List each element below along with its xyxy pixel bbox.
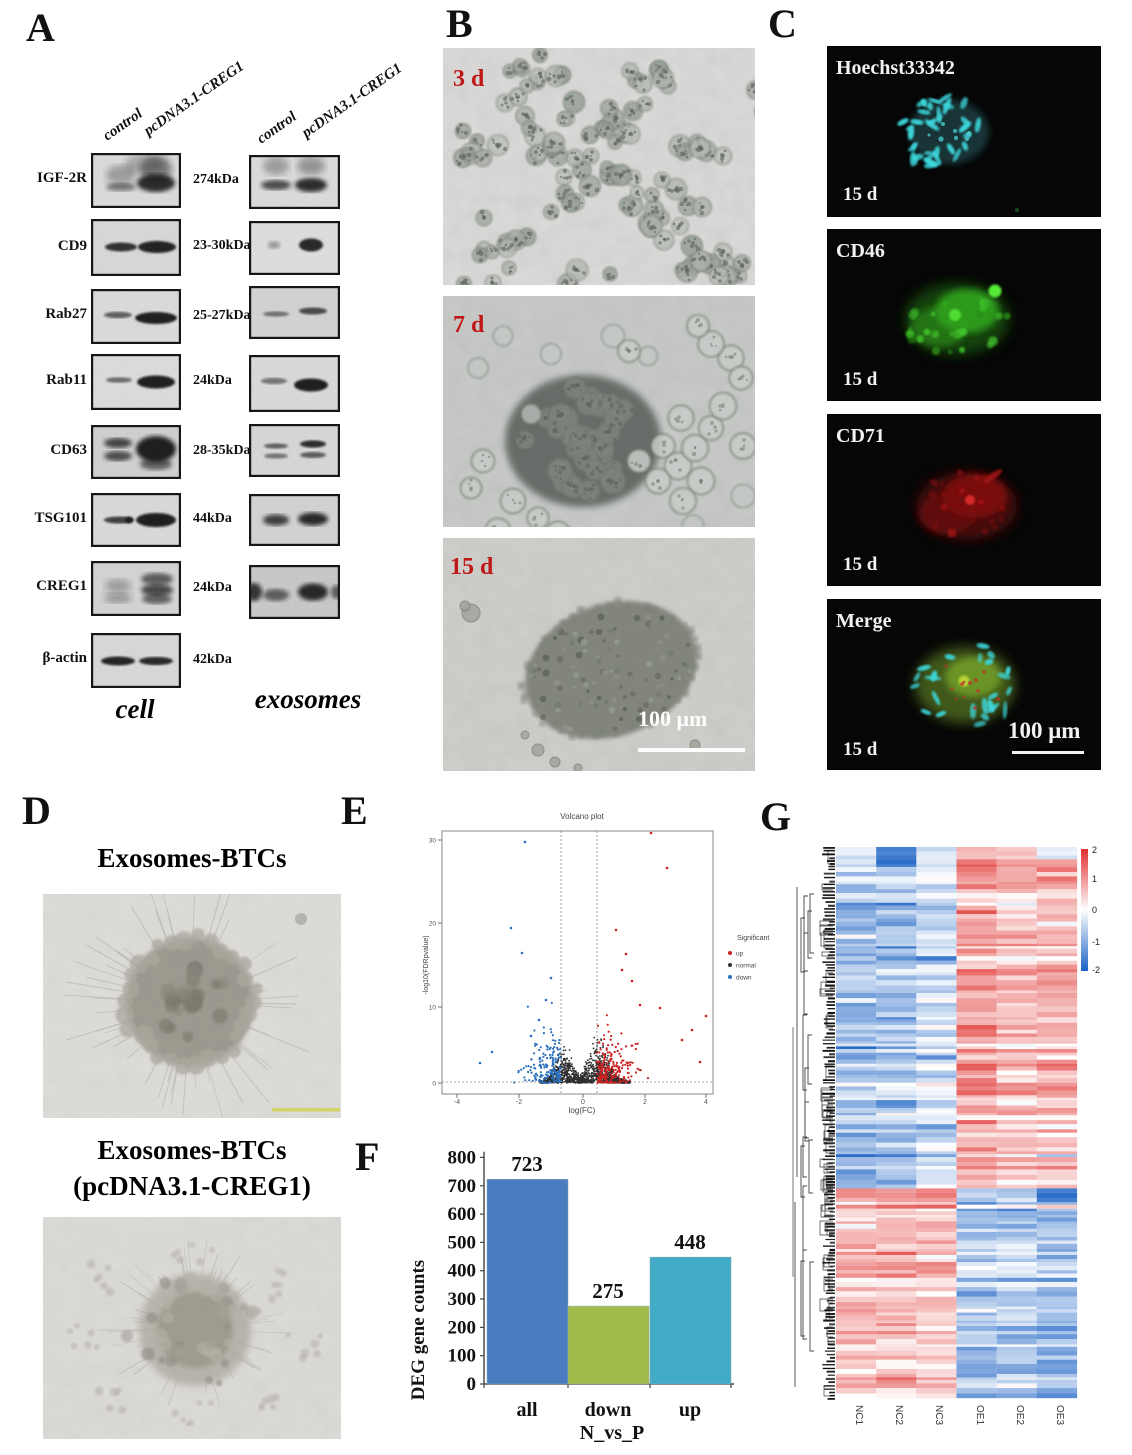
svg-text:DEG gene counts: DEG gene counts: [408, 1260, 429, 1400]
svg-text:2: 2: [643, 1099, 647, 1106]
svg-text:N_vs_P: N_vs_P: [580, 1422, 644, 1444]
svg-text:-log10(FDRpvalue): -log10(FDRpvalue): [423, 935, 430, 994]
svg-text:log(FC): log(FC): [569, 1106, 596, 1115]
svg-text:4: 4: [704, 1099, 708, 1106]
svg-text:300: 300: [448, 1289, 477, 1310]
svg-text:OE1: OE1: [974, 1405, 985, 1425]
svg-text:0: 0: [1092, 905, 1097, 915]
svg-text:100: 100: [448, 1346, 477, 1367]
svg-text:275: 275: [592, 1279, 624, 1303]
svg-text:down: down: [585, 1399, 632, 1421]
svg-text:Volcano plot: Volcano plot: [560, 812, 604, 821]
svg-text:NC2: NC2: [893, 1405, 904, 1425]
svg-text:-2: -2: [1092, 965, 1100, 975]
svg-text:20: 20: [429, 921, 437, 928]
svg-text:-2: -2: [516, 1099, 522, 1106]
svg-text:up: up: [679, 1399, 701, 1421]
svg-text:200: 200: [448, 1317, 477, 1338]
svg-text:600: 600: [448, 1204, 477, 1225]
svg-text:0: 0: [432, 1081, 436, 1088]
svg-text:700: 700: [448, 1176, 477, 1197]
svg-text:0: 0: [581, 1099, 585, 1106]
svg-text:Significant: Significant: [737, 935, 769, 942]
svg-text:30: 30: [429, 838, 437, 845]
svg-text:-4: -4: [454, 1099, 460, 1106]
svg-text:10: 10: [429, 1005, 437, 1012]
svg-text:up: up: [736, 951, 744, 958]
svg-text:0: 0: [467, 1374, 477, 1395]
svg-text:2: 2: [1092, 845, 1097, 855]
svg-text:OE2: OE2: [1014, 1405, 1025, 1425]
svg-text:1: 1: [1092, 874, 1097, 884]
svg-text:NC1: NC1: [853, 1405, 864, 1425]
svg-text:448: 448: [674, 1230, 706, 1254]
svg-text:-1: -1: [1092, 937, 1100, 947]
svg-text:down: down: [736, 975, 752, 982]
svg-text:NC3: NC3: [933, 1405, 944, 1425]
svg-text:800: 800: [448, 1147, 477, 1168]
svg-text:OE3: OE3: [1054, 1405, 1065, 1425]
svg-text:normal: normal: [736, 963, 756, 970]
svg-text:723: 723: [511, 1152, 543, 1176]
svg-text:all: all: [516, 1399, 538, 1421]
svg-text:400: 400: [448, 1261, 477, 1282]
svg-text:500: 500: [448, 1232, 477, 1253]
